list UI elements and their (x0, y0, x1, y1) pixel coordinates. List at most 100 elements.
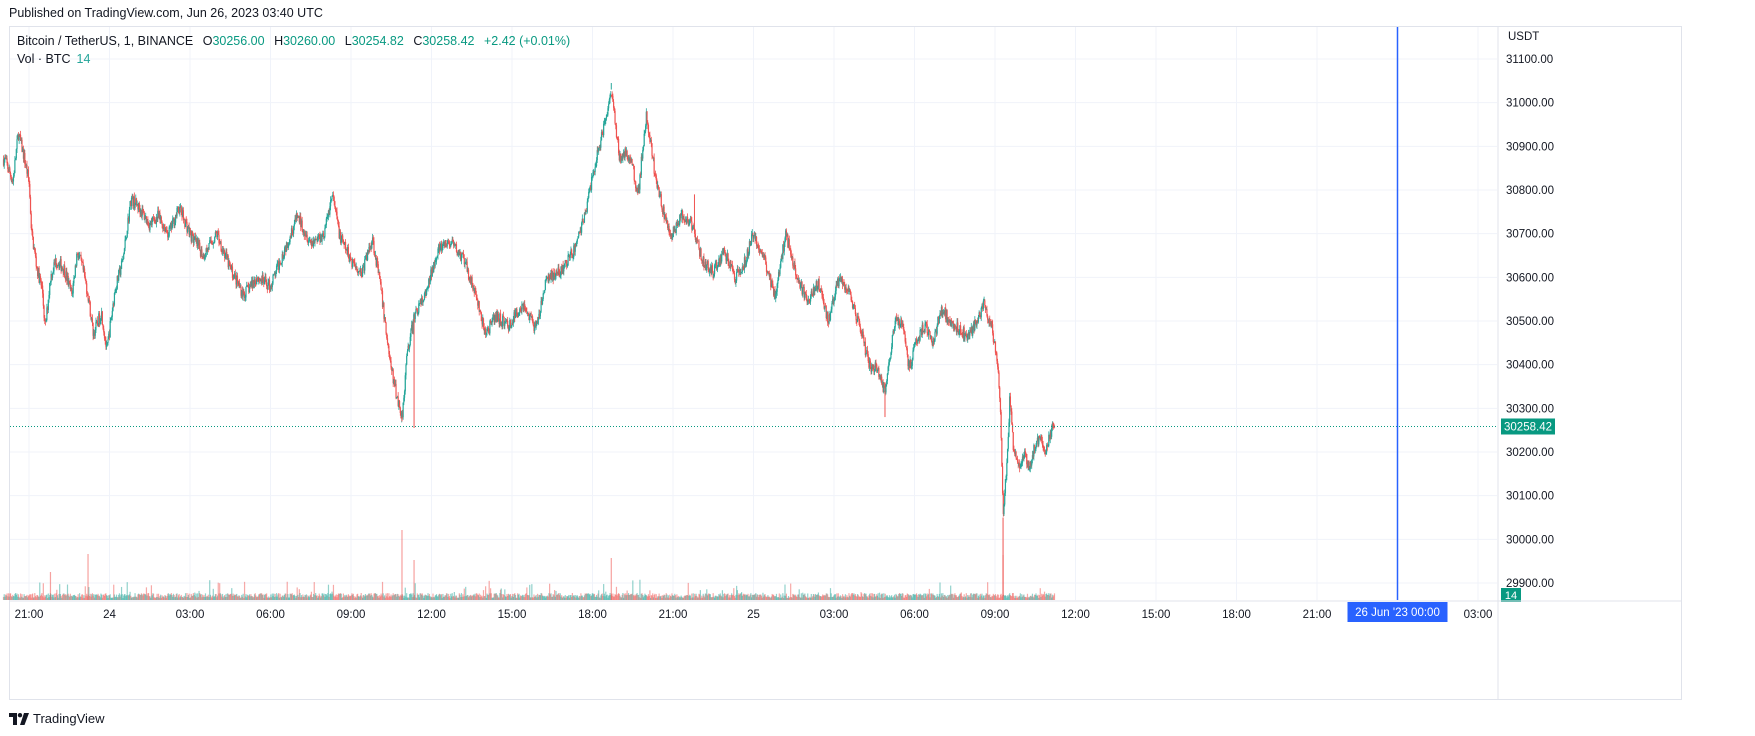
volume-bar (615, 594, 617, 600)
volume-bar (965, 593, 967, 600)
volume-bar (939, 582, 941, 600)
volume-bar (290, 593, 292, 600)
volume-bar (521, 595, 523, 600)
chart-frame[interactable] (9, 26, 1682, 700)
candle-body (66, 271, 68, 282)
candle-body (220, 241, 222, 251)
volume-bar (936, 593, 938, 600)
volume-bar (446, 593, 448, 600)
volume-bar (5, 594, 7, 600)
x-tick-label: 18:00 (578, 609, 607, 621)
volume-bar (280, 597, 282, 600)
volume-bar (730, 594, 732, 600)
volume-bar (754, 594, 756, 600)
candle-body (637, 185, 640, 193)
volume-bar (868, 595, 870, 600)
volume-bar (512, 596, 514, 600)
candle-body (916, 342, 918, 344)
volume-bar (479, 597, 481, 600)
candle-body (865, 353, 867, 356)
candle-body (683, 216, 685, 222)
x-tick-label: 24 (103, 609, 116, 621)
candle-body (867, 354, 869, 362)
volume-bar (861, 596, 864, 600)
candle-body (546, 276, 549, 278)
candle-body (141, 208, 143, 217)
volume-bar (95, 594, 97, 600)
candle-body (541, 300, 543, 305)
candle-body (923, 330, 925, 333)
volume-bar (394, 594, 396, 600)
candle-body (106, 344, 108, 347)
volume-bar (462, 596, 465, 600)
volume-bar (889, 597, 891, 600)
candle-body (668, 226, 670, 233)
candle-body (160, 217, 162, 223)
volume-bar (283, 596, 285, 600)
candle-body (600, 140, 602, 148)
volume-bar (48, 597, 50, 600)
volume-bar (450, 596, 453, 600)
volume-bar (616, 595, 618, 600)
volume-bar (204, 593, 207, 600)
candle-body (358, 270, 360, 272)
candle-body (460, 251, 462, 261)
candle-body (694, 233, 696, 240)
candle-body (682, 216, 684, 220)
candle-body (760, 251, 763, 254)
volume-bar (220, 594, 222, 600)
candle-body (750, 234, 753, 244)
volume-bar (608, 595, 610, 600)
volume-bar (344, 595, 346, 600)
candle-body (568, 254, 570, 256)
candle-body (142, 208, 144, 212)
volume-bar (918, 594, 920, 600)
volume-bar (536, 597, 538, 600)
candle-body (179, 206, 182, 208)
volume-bar (69, 593, 71, 600)
volume-bar (812, 596, 814, 600)
candle-body (47, 299, 49, 311)
volume-bar (367, 594, 369, 600)
volume-bar (696, 597, 699, 600)
volume-bar (513, 594, 515, 600)
volume-bar (448, 596, 450, 600)
candle-body (1046, 444, 1048, 453)
candle-body (46, 307, 48, 321)
volume-bar (3, 594, 5, 600)
volume-bar (80, 596, 82, 600)
candle-body (647, 125, 650, 133)
candle-body (192, 232, 194, 235)
volume-bar (275, 596, 277, 600)
volume-bar (4, 596, 6, 600)
candle-body (844, 284, 846, 290)
candle-body (113, 292, 116, 305)
candle-body (37, 267, 39, 277)
candle-body (54, 258, 57, 264)
volume-bar (1052, 596, 1054, 600)
volume-bar (159, 596, 161, 600)
candle-body (861, 332, 863, 337)
candle-body (772, 283, 774, 288)
candle-body (163, 226, 165, 228)
candle-body (590, 186, 592, 191)
candle-body (342, 239, 345, 243)
volume-bar (103, 595, 106, 600)
volume-bar (820, 596, 822, 600)
candle-body (630, 158, 632, 163)
volume-bar (753, 594, 756, 600)
volume-bar (595, 596, 597, 600)
volume-bar (172, 596, 174, 600)
volume-bar (522, 596, 524, 600)
volume-bar (221, 596, 223, 600)
volume-bar (632, 580, 634, 600)
volume-bar (553, 590, 556, 600)
volume-bar (428, 593, 431, 600)
candle-body (604, 120, 606, 123)
tradingview-brand[interactable]: TradingView (9, 711, 105, 726)
volume-bar (130, 595, 132, 600)
candle-body (361, 273, 363, 277)
candle-body (436, 255, 438, 258)
volume-bar (230, 593, 232, 600)
